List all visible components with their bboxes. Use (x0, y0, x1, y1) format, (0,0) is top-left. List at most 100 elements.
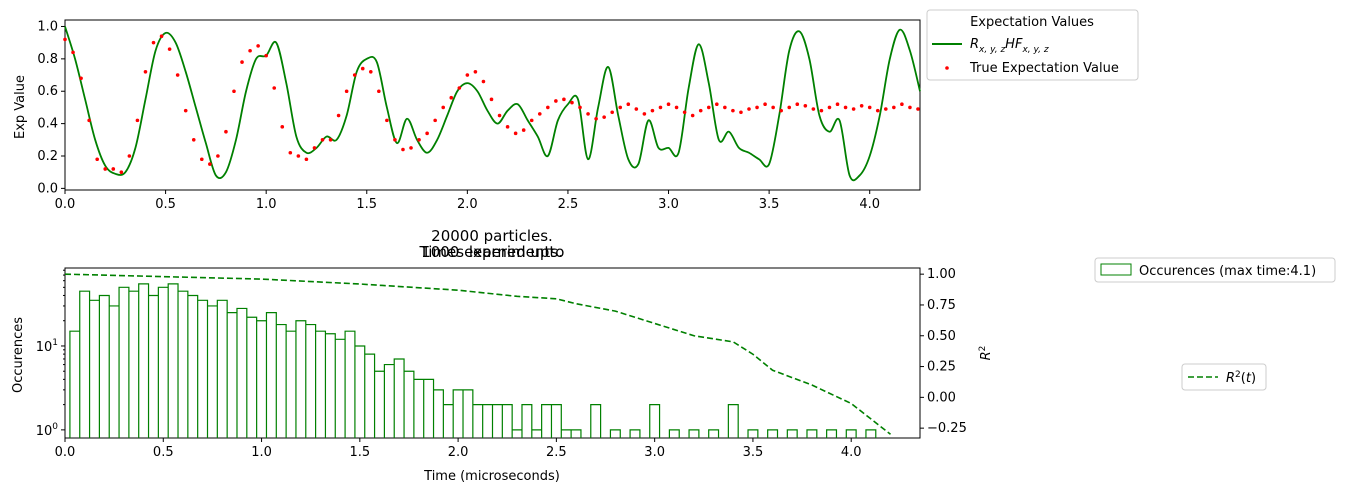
true-value-point (562, 97, 566, 102)
true-value-point (328, 138, 333, 142)
histogram-legend-box (1094, 257, 1336, 283)
true-value-point (336, 113, 341, 118)
x-tick-label: 3.5 (759, 197, 780, 212)
bottom-title-line-3: Times learned upto (419, 243, 565, 261)
true-value-point (79, 76, 83, 81)
x-tick-label: 1.5 (349, 445, 370, 460)
true-value-point (312, 146, 317, 150)
y-tick-label: 0.2 (37, 149, 58, 164)
true-value-point (87, 118, 91, 123)
true-value-point (224, 129, 228, 134)
true-value-point (578, 105, 582, 110)
true-value-point (296, 154, 301, 158)
true-value-point (642, 112, 647, 116)
true-value-point (666, 102, 671, 106)
r2-legend-label: R2(t) (1226, 370, 1256, 386)
true-value-point (441, 105, 446, 110)
true-value-point (513, 131, 518, 136)
true-value-point (586, 112, 590, 116)
true-value-point (755, 105, 759, 110)
true-value-point (884, 107, 888, 111)
y2-tick-label: −0.25 (927, 421, 967, 436)
top-y-ticks: 0.0 0.2 0.4 0.6 0.8 1.0 (37, 19, 65, 196)
top-legend: Expectation Values Rx, y, zHFx, y, z Tru… (926, 9, 1139, 81)
true-value-point (368, 70, 373, 74)
true-value-point (288, 150, 293, 155)
true-value-point (248, 48, 252, 53)
true-value-point (819, 108, 824, 113)
true-value-point (481, 79, 486, 84)
true-value-point (650, 108, 655, 113)
top-legend-box (926, 9, 1139, 81)
true-value-point (433, 118, 437, 123)
true-value-point (425, 131, 429, 136)
true-value-point (554, 99, 558, 103)
true-value-point (457, 86, 462, 90)
true-value-point (63, 37, 67, 42)
histogram-legend-swatch (1100, 263, 1132, 276)
true-value-point (521, 128, 526, 132)
true-value-point (723, 105, 727, 110)
y-tick-label: 0.8 (37, 52, 58, 67)
true-value-point (900, 102, 904, 106)
true-value-point (892, 105, 896, 110)
x-tick-label: 0.5 (153, 445, 174, 460)
y2-tick-label: 0.25 (927, 360, 956, 375)
x-tick-label: 2.0 (448, 445, 469, 460)
y-tick-label: 0.6 (37, 84, 58, 99)
x-tick-label: 2.5 (546, 445, 567, 460)
true-value-point (674, 105, 679, 110)
r2-legend-box (1181, 363, 1267, 391)
true-value-point (739, 110, 743, 115)
y-tick-label: 1.0 (37, 19, 58, 34)
true-value-point (167, 47, 172, 51)
true-value-point (843, 105, 848, 110)
true-value-point (489, 97, 494, 102)
true-value-point (698, 108, 703, 113)
true-value-point (682, 110, 687, 115)
true-value-point (497, 113, 502, 118)
y-tick-label: 0.0 (37, 181, 58, 196)
true-value-point (916, 107, 920, 111)
true-value-point (851, 107, 856, 111)
true-value-point (377, 89, 381, 94)
x-tick-label: 4.0 (841, 445, 862, 460)
true-value-point (594, 116, 598, 121)
true-value-point (71, 50, 75, 55)
true-value-point (811, 107, 816, 111)
bottom-y-ticks: 100 101 (36, 269, 65, 439)
true-value-point (570, 100, 574, 105)
bottom-y2-axis-label: R2 (978, 346, 994, 361)
y-tick-label: 100 (36, 422, 59, 439)
true-value-point (409, 146, 413, 150)
true-value-point (546, 105, 550, 110)
true-value-point (835, 102, 840, 106)
true-value-point (658, 105, 663, 110)
true-value-point (119, 170, 124, 174)
true-value-point (401, 147, 405, 152)
x-tick-label: 3.0 (644, 445, 665, 460)
true-value-point (208, 162, 212, 166)
series-true-points (63, 34, 920, 174)
true-value-point (610, 110, 614, 115)
true-value-point (803, 104, 808, 108)
bottom-title-line-1: 20000 particles. (431, 227, 553, 245)
y-tick-label: 0.4 (37, 117, 58, 132)
true-value-point (111, 167, 116, 171)
true-value-point (875, 108, 880, 113)
true-value-point (771, 105, 775, 110)
series-occurences-histogram (69, 283, 877, 438)
true-value-point (859, 104, 864, 108)
true-value-point (151, 40, 156, 45)
x-tick-label: 4.0 (859, 197, 880, 212)
y2-tick-label: 0.75 (927, 298, 956, 313)
true-value-point (183, 108, 188, 113)
true-value-point (908, 105, 912, 110)
true-value-point (159, 34, 164, 38)
true-value-point (135, 118, 140, 123)
series-model-line (64, 26, 921, 182)
true-value-point (143, 70, 148, 74)
y2-tick-label: 0.50 (927, 329, 956, 344)
bottom-y2-ticks: −0.25 0.00 0.25 0.50 0.75 1.00 (920, 267, 967, 436)
legend-model-label: Rx, y, zHFx, y, z (970, 37, 1049, 55)
